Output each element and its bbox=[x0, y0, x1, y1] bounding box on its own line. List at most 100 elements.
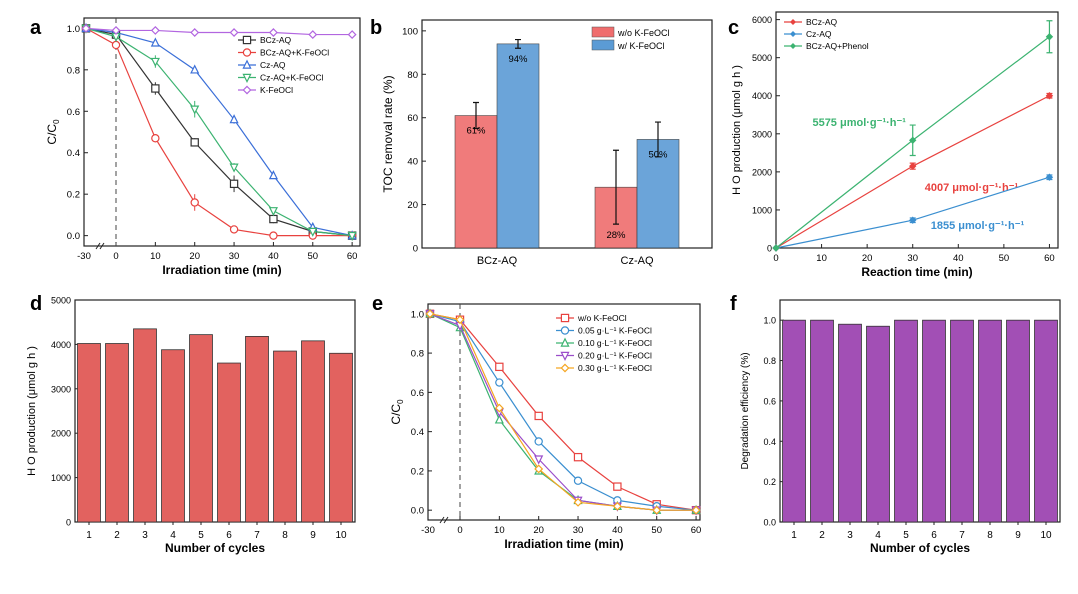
panel-d-ytick-label: 2000 bbox=[51, 429, 71, 439]
panel-c-legend-label: Cz-AQ bbox=[806, 29, 832, 39]
panel-e-x-axis-title: Irradiation time (min) bbox=[504, 537, 623, 551]
panel-e-legend-label: 0.10 g·L⁻¹ K-FeOCl bbox=[578, 338, 652, 348]
panel-b-ytick-label: 80 bbox=[407, 70, 418, 81]
panel-a-xtick-label: 60 bbox=[347, 251, 358, 262]
panel-d-ytick-label: 4000 bbox=[51, 340, 71, 350]
panel-e-marker bbox=[425, 309, 435, 319]
panel-e-marker bbox=[612, 501, 622, 511]
panel-a-marker bbox=[229, 114, 239, 124]
panel-a-marker bbox=[347, 231, 357, 242]
panel-a-marker bbox=[229, 163, 239, 173]
panel-c-x-axis-title: Reaction time (min) bbox=[861, 265, 972, 279]
panel-e-ytick-label: 1.0 bbox=[411, 309, 424, 320]
panel-a-marker bbox=[269, 231, 278, 240]
panel-a-y-axis-title: C/C0 bbox=[45, 119, 61, 145]
panel-f-bar bbox=[810, 319, 834, 523]
panel-e-marker bbox=[534, 437, 543, 446]
panel-e-xtick-label: 50 bbox=[651, 525, 662, 536]
panel-c-marker bbox=[909, 136, 917, 144]
panel-f-ytick-label: 0.4 bbox=[763, 437, 776, 447]
panel-a-marker bbox=[151, 134, 160, 143]
panel-e-marker bbox=[494, 403, 504, 413]
panel-a-marker bbox=[268, 28, 278, 37]
panel-a-legend-label: BCz-AQ bbox=[260, 35, 292, 45]
panel-d-bar bbox=[133, 328, 157, 523]
panel-d-xtick-label: 6 bbox=[226, 530, 232, 541]
panel-b-ytick-label: 0 bbox=[413, 244, 418, 255]
panel-f-bar bbox=[922, 319, 946, 523]
panel-f-xtick-label: 6 bbox=[931, 530, 937, 541]
panel-c-marker bbox=[1045, 33, 1054, 41]
panel-c-rate-annotation: 4007 μmol·g⁻¹·h⁻¹ bbox=[925, 182, 1019, 194]
panel-b-ytick-label: 20 bbox=[407, 200, 418, 211]
panel-a-marker bbox=[308, 30, 318, 40]
panel-e-marker bbox=[573, 452, 583, 462]
panel-c-legend-marker bbox=[790, 19, 796, 25]
panel-e-marker bbox=[534, 411, 543, 421]
panel-e-legend-label: 0.05 g·L⁻¹ K-FeOCl bbox=[578, 326, 652, 336]
panel-a-legend-label: Cz-AQ+K-FeOCl bbox=[260, 73, 324, 83]
panel-d-xtick-label: 9 bbox=[310, 530, 316, 541]
panel-letter-b: b bbox=[370, 17, 382, 39]
panel-a-marker bbox=[190, 138, 199, 147]
panel-a-marker bbox=[229, 28, 239, 37]
panel-e-marker bbox=[573, 476, 583, 485]
panel-c-marker bbox=[909, 162, 917, 170]
panel-c-marker bbox=[909, 216, 917, 224]
panel-e-marker bbox=[613, 482, 622, 491]
panel-d-xtick-label: 4 bbox=[170, 530, 176, 541]
panel-a-marker bbox=[150, 37, 160, 47]
panel-a-axis-break bbox=[95, 242, 105, 250]
panel-d-xtick-label: 10 bbox=[335, 530, 347, 541]
panel-a-series-line bbox=[85, 27, 353, 237]
panel-a-legend-marker bbox=[242, 85, 252, 95]
panel-c-marker bbox=[772, 244, 780, 252]
panel-a-xtick-label: 0 bbox=[113, 251, 118, 262]
panel-e-ytick-label: 0.0 bbox=[411, 506, 424, 517]
panel-c-xtick-label: 60 bbox=[1044, 253, 1055, 264]
panel-c-xtick-label: 20 bbox=[862, 253, 873, 264]
panel-c-legend-marker bbox=[790, 31, 796, 37]
panel-c-ytick-label: 6000 bbox=[752, 15, 772, 25]
panel-d-ytick-label: 0 bbox=[66, 518, 71, 528]
panel-c: c 0 1000 2000 3000 4000 5000 6000 0 10 20 30 40 50 60 4… bbox=[728, 11, 1059, 279]
panel-letter-e: e bbox=[372, 293, 383, 315]
panel-e-ytick-label: 0.2 bbox=[411, 466, 424, 477]
panel-b-bar bbox=[496, 43, 540, 249]
panel-c-legend-label: BCz-AQ bbox=[806, 17, 838, 27]
panel-a-marker bbox=[190, 28, 200, 37]
panel-a-legend-label: BCz-AQ+K-FeOCl bbox=[260, 48, 329, 58]
panel-e-xtick-label: 40 bbox=[612, 525, 623, 536]
panel-f-x-axis-title: Number of cycles bbox=[870, 541, 970, 555]
panel-f-xtick-label: 5 bbox=[903, 530, 909, 541]
panel-a-marker bbox=[190, 64, 200, 74]
panel-a-legend-marker bbox=[242, 48, 252, 57]
panel-e-xtick-label: -30 bbox=[421, 525, 435, 536]
panel-c-legend-marker bbox=[790, 43, 796, 49]
panel-f-xtick-label: 4 bbox=[875, 530, 881, 541]
panel-a-xtick-label: 50 bbox=[307, 251, 318, 262]
panel-b-ytick-label: 40 bbox=[407, 157, 418, 168]
panel-a-series-line bbox=[85, 27, 353, 237]
panel-d-axes-frame bbox=[74, 299, 356, 523]
panel-a-series-line bbox=[85, 27, 353, 237]
panel-e-series-line bbox=[429, 313, 697, 511]
panel-a-marker bbox=[150, 57, 160, 67]
panel-a: a 0.0 0.2 0.4 0.6 0.8 1.0 -30 0 10 20 30 40 50 60 BCz-A… bbox=[30, 17, 361, 277]
panel-c-ytick-label: 0 bbox=[767, 244, 772, 254]
panel-e-ytick-label: 0.8 bbox=[411, 349, 424, 360]
panel-e-marker bbox=[652, 505, 662, 515]
panel-b-data-label: 50% bbox=[648, 149, 668, 160]
panel-b-category-label: Cz-AQ bbox=[621, 255, 654, 267]
panel-a-marker bbox=[229, 179, 239, 189]
panel-e-xtick-label: 10 bbox=[494, 525, 505, 536]
panel-f-bar bbox=[838, 323, 862, 523]
panel-b: b 0 20 40 60 80 100 BCz-AQ 61% 94% Cz-AQ 28% 50% w/o … bbox=[370, 17, 713, 267]
panel-a-marker bbox=[308, 227, 318, 237]
panel-e-y-axis-title-sub: 0 bbox=[396, 399, 405, 404]
panel-d-xtick-label: 5 bbox=[198, 530, 204, 541]
panel-d-bar bbox=[77, 343, 101, 523]
panel-e-marker bbox=[455, 315, 465, 325]
panel-a-y-axis-title-main: C/C bbox=[45, 124, 59, 145]
